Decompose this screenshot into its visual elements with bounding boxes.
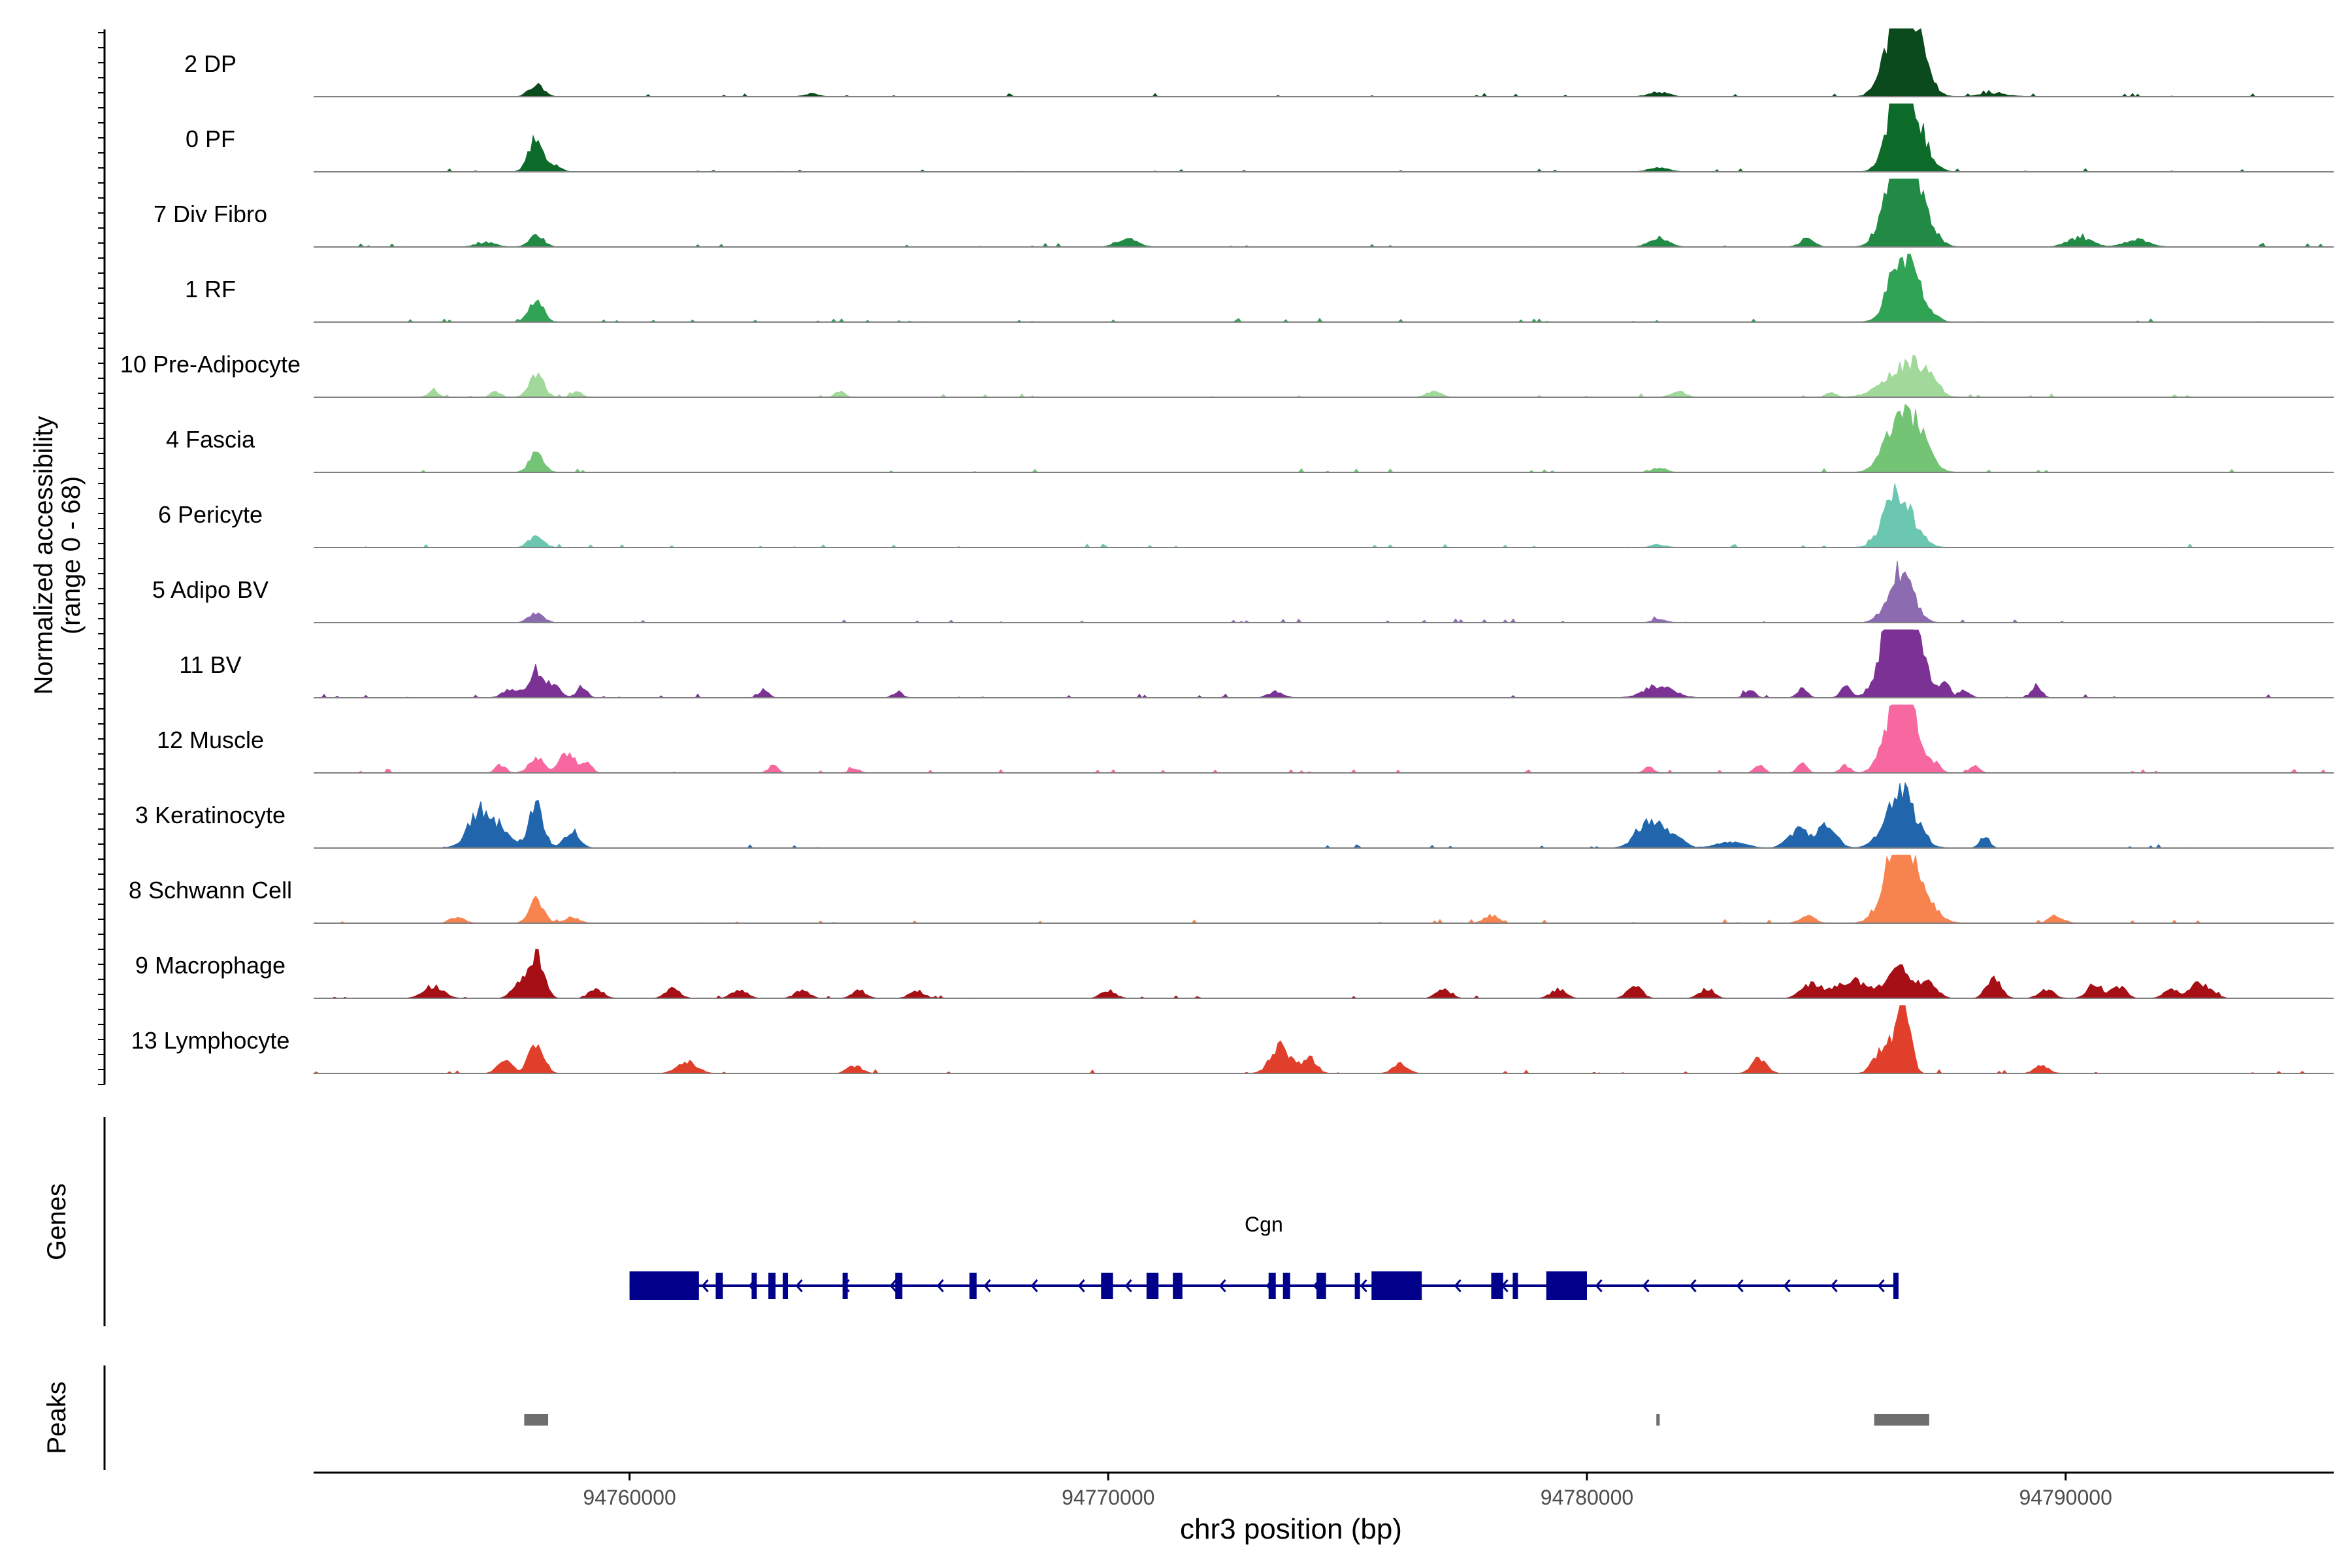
coverage-area: [314, 103, 2334, 172]
coverage-area: [314, 855, 2334, 924]
strand-arrow-icon: [1877, 1279, 1885, 1292]
track-label: 11 BV: [179, 651, 241, 678]
gene-exon-10: [1146, 1273, 1159, 1299]
track-label: 3 Keratinocyte: [135, 802, 286, 828]
track-14: 13 Lymphocyte: [131, 1005, 2334, 1074]
gene-exon-7: [895, 1273, 903, 1299]
coverage-area: [314, 781, 2334, 849]
gene-exon-1: [629, 1271, 699, 1300]
gene-exon-8: [969, 1273, 977, 1299]
track-label: 6 Pericyte: [158, 501, 263, 528]
strand-arrow-icon: [1124, 1279, 1132, 1292]
track-13: 9 Macrophage: [135, 949, 2334, 999]
x-tick-label: 94760000: [583, 1486, 676, 1509]
strand-arrow-icon: [1595, 1279, 1603, 1292]
gene-exon-3: [751, 1273, 757, 1299]
x-tick-label: 94770000: [1062, 1486, 1154, 1509]
x-axis-label: chr3 position (bp): [1180, 1513, 1402, 1545]
strand-arrow-icon: [936, 1279, 944, 1292]
gene-exon-18: [1512, 1273, 1518, 1299]
coverage-area: [314, 704, 2334, 774]
track-label: 13 Lymphocyte: [131, 1027, 290, 1054]
track-10: 12 Muscle: [157, 704, 2334, 774]
gene-exon-20: [1893, 1273, 1899, 1299]
track-6: 4 Fascia: [166, 404, 2334, 473]
track-label: 12 Muscle: [157, 727, 264, 753]
strand-arrow-icon: [1736, 1279, 1744, 1292]
coverage-area: [314, 28, 2334, 97]
y-axis-label: Normalized accessibility: [29, 416, 58, 695]
strand-arrow-icon: [701, 1279, 709, 1292]
track-4: 1 RF: [185, 253, 2334, 323]
peaks-label: Peaks: [42, 1381, 71, 1454]
strand-arrow-icon: [1642, 1279, 1650, 1292]
track-label: 10 Pre-Adipocyte: [120, 351, 301, 378]
coverage-area: [314, 483, 2334, 548]
gene-exon-4: [768, 1273, 776, 1299]
coverage-area: [314, 354, 2334, 398]
coverage-tracks: 2 DP 0 PF 7 Div Fibro 1 RF 10 Pre-Adipocyte 4…: [120, 28, 2334, 1074]
strand-arrow-icon: [1030, 1279, 1038, 1292]
strand-arrow-icon: [1783, 1279, 1791, 1292]
strand-arrow-icon: [1360, 1279, 1367, 1292]
gene-exon-15: [1354, 1273, 1360, 1299]
track-label: 2 DP: [184, 50, 237, 77]
x-axis: 94760000 94770000 94780000 94790000 chr3 pos…: [314, 1471, 2334, 1545]
gene-name-label: Cgn: [1245, 1213, 1283, 1236]
coverage-area: [312, 1005, 2334, 1074]
genes-label: Genes: [42, 1183, 71, 1260]
coverage-area: [314, 561, 2334, 623]
gene-exon-6: [842, 1273, 848, 1299]
coverage-area: [314, 178, 2334, 248]
gene-exon-9: [1101, 1273, 1113, 1299]
track-1: 2 DP: [184, 28, 2334, 97]
strand-arrow-icon: [983, 1279, 991, 1292]
coverage-area: [314, 404, 2334, 473]
coverage-area: [314, 629, 2334, 698]
coverage-area: [314, 949, 2334, 999]
y-axis-range-label: (range 0 - 68): [57, 476, 86, 634]
track-12: 8 Schwann Cell: [129, 855, 2334, 924]
genes-panel: Genes Cgn: [42, 1117, 1899, 1326]
gene-exon-12: [1268, 1273, 1276, 1299]
gene-exon-11: [1173, 1273, 1183, 1299]
track-label: 0 PF: [186, 125, 235, 152]
gene-exon-16: [1371, 1271, 1422, 1300]
gene-exon-14: [1316, 1273, 1326, 1299]
track-5: 10 Pre-Adipocyte: [120, 351, 2334, 398]
x-tick-label: 94780000: [1541, 1486, 1633, 1509]
track-7: 6 Pericyte: [158, 483, 2334, 548]
coverage-area: [314, 253, 2334, 323]
track-2: 0 PF: [186, 103, 2334, 172]
track-8: 5 Adipo BV: [152, 561, 2334, 623]
strand-arrow-icon: [1218, 1279, 1226, 1292]
track-11: 3 Keratinocyte: [135, 781, 2334, 849]
track-9: 11 BV: [179, 629, 2334, 698]
track-label: 1 RF: [185, 276, 236, 302]
gene-exon-17: [1491, 1273, 1503, 1299]
track-label: 9 Macrophage: [135, 952, 286, 979]
strand-arrow-icon: [1454, 1279, 1462, 1292]
track-label: 5 Adipo BV: [152, 576, 269, 603]
y-axis: Normalized accessibility(range 0 - 68): [29, 29, 106, 1085]
track-label: 4 Fascia: [166, 426, 255, 453]
peak-region-1: [524, 1414, 549, 1426]
peak-region-2: [1656, 1414, 1660, 1426]
strand-arrow-icon: [889, 1279, 897, 1292]
gene-exon-2: [715, 1273, 723, 1299]
x-tick-label: 94790000: [2019, 1486, 2112, 1509]
gene-exon-13: [1282, 1273, 1290, 1299]
strand-arrow-icon: [795, 1279, 803, 1292]
strand-arrow-icon: [1077, 1279, 1085, 1292]
track-3: 7 Div Fibro: [154, 178, 2334, 248]
peak-region-3: [1874, 1414, 1929, 1426]
gene-exon-19: [1546, 1271, 1587, 1300]
track-label: 8 Schwann Cell: [129, 877, 292, 904]
strand-arrow-icon: [1689, 1279, 1697, 1292]
track-label: 7 Div Fibro: [154, 201, 267, 227]
peaks-panel: Peaks: [42, 1365, 1929, 1470]
strand-arrow-icon: [1830, 1279, 1838, 1292]
gene-exon-5: [783, 1273, 789, 1299]
